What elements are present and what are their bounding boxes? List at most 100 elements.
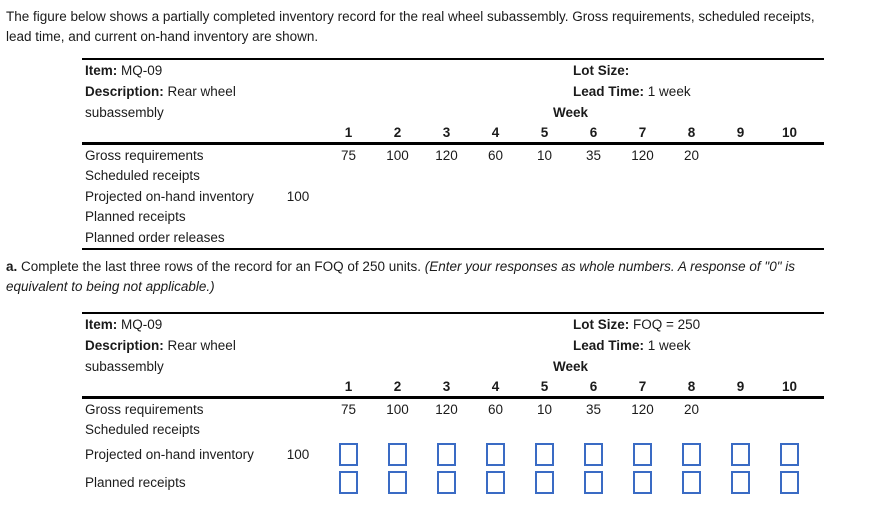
planned-receipts-input-w6[interactable] bbox=[584, 470, 603, 494]
planned-receipts-input-w10[interactable] bbox=[780, 470, 799, 494]
planned-receipts-input-w1[interactable] bbox=[339, 470, 358, 494]
week-col-9: 9 bbox=[736, 379, 745, 394]
record2-header: Item: MQ-09 Lot Size: FOQ = 250 Descript… bbox=[82, 312, 824, 399]
question-a-body: Complete the last three rows of the reco… bbox=[21, 259, 421, 274]
intro-line-1: The figure below shows a partially compl… bbox=[6, 9, 815, 24]
planned-receipts-input-w9[interactable] bbox=[731, 470, 750, 494]
week-col-5: 5 bbox=[540, 379, 549, 394]
week-col-2: 2 bbox=[393, 379, 402, 394]
record2-week-header: Week bbox=[553, 359, 589, 374]
week-col-3: 3 bbox=[442, 125, 451, 140]
gross-requirements-row: Gross requirements 75 100 120 60 10 35 1… bbox=[82, 145, 824, 166]
row-label: Projected on-hand inventory bbox=[85, 446, 254, 462]
gross-requirements-row: Gross requirements 75 100 120 60 10 35 1… bbox=[82, 399, 824, 420]
gross-req-w3: 120 bbox=[435, 147, 458, 163]
projected-inventory-input-w6[interactable] bbox=[584, 442, 603, 466]
week-col-10: 10 bbox=[781, 379, 798, 394]
projected-inventory-input-w5[interactable] bbox=[535, 442, 554, 466]
scheduled-receipts-row: Scheduled receipts bbox=[82, 166, 824, 187]
record2-description: Description: Rear wheel bbox=[85, 338, 236, 353]
gross-req-w7: 120 bbox=[631, 147, 654, 163]
gross-req-w1: 75 bbox=[340, 147, 357, 163]
row-label: Planned receipts bbox=[85, 209, 186, 225]
question-a-note-line1: (Enter your responses as whole numbers. … bbox=[424, 259, 796, 274]
record2-lot-size: Lot Size: FOQ = 250 bbox=[573, 317, 701, 332]
week-col-4: 4 bbox=[491, 379, 500, 394]
week-col-7: 7 bbox=[638, 125, 647, 140]
inventory-record-initial: Item: MQ-09 Lot Size: Description: Rear … bbox=[82, 58, 824, 250]
projected-inventory-input-w2[interactable] bbox=[388, 442, 407, 466]
gross-req-w4: 60 bbox=[487, 147, 504, 163]
intro-line-2: lead time, and current on-hand inventory… bbox=[6, 29, 319, 44]
question-a-text: a. Complete the last three rows of the r… bbox=[6, 257, 882, 297]
record1-week-header: Week bbox=[553, 105, 589, 120]
row-label: Projected on-hand inventory bbox=[85, 188, 254, 204]
row-label: Scheduled receipts bbox=[85, 168, 200, 184]
gross-req-w7: 120 bbox=[631, 401, 654, 417]
record2-body: Gross requirements 75 100 120 60 10 35 1… bbox=[82, 399, 824, 496]
planned-order-releases-row: Planned order releases bbox=[82, 227, 824, 248]
week-col-1: 1 bbox=[344, 379, 353, 394]
initial-on-hand-value: 100 bbox=[286, 446, 310, 462]
projected-inventory-input-w4[interactable] bbox=[486, 442, 505, 466]
row-label: Scheduled receipts bbox=[85, 422, 200, 438]
gross-req-w4: 60 bbox=[487, 401, 504, 417]
planned-receipts-input-w4[interactable] bbox=[486, 470, 505, 494]
projected-inventory-input-w3[interactable] bbox=[437, 442, 456, 466]
record2-week-numbers: 1 2 3 4 5 6 7 8 9 10 bbox=[82, 377, 824, 396]
gross-req-w8: 20 bbox=[683, 401, 700, 417]
projected-on-hand-row: Projected on-hand inventory 100 bbox=[82, 186, 824, 207]
inventory-record-answer: Item: MQ-09 Lot Size: FOQ = 250 Descript… bbox=[82, 312, 824, 496]
projected-inventory-input-w10[interactable] bbox=[780, 442, 799, 466]
planned-receipts-input-w3[interactable] bbox=[437, 470, 456, 494]
row-label: Gross requirements bbox=[85, 147, 204, 163]
gross-req-w1: 75 bbox=[340, 401, 357, 417]
record1-header: Item: MQ-09 Lot Size: Description: Rear … bbox=[82, 58, 824, 145]
planned-receipts-row: Planned receipts bbox=[82, 468, 824, 496]
planned-receipts-input-w5[interactable] bbox=[535, 470, 554, 494]
projected-inventory-input-w7[interactable] bbox=[633, 442, 652, 466]
week-col-7: 7 bbox=[638, 379, 647, 394]
scheduled-receipts-row: Scheduled receipts bbox=[82, 420, 824, 441]
gross-req-w2: 100 bbox=[386, 147, 409, 163]
record2-item: Item: MQ-09 bbox=[85, 317, 163, 332]
question-a-note-line2: equivalent to being not applicable.) bbox=[6, 279, 215, 294]
projected-inventory-input-w1[interactable] bbox=[339, 442, 358, 466]
gross-req-w8: 20 bbox=[683, 147, 700, 163]
intro-text: The figure below shows a partially compl… bbox=[6, 7, 882, 47]
week-col-1: 1 bbox=[344, 125, 353, 140]
planned-receipts-row: Planned receipts bbox=[82, 207, 824, 228]
gross-req-w6: 35 bbox=[585, 147, 602, 163]
week-col-2: 2 bbox=[393, 125, 402, 140]
week-col-6: 6 bbox=[589, 379, 598, 394]
record1-week-numbers: 1 2 3 4 5 6 7 8 9 10 bbox=[82, 123, 824, 142]
gross-req-w5: 10 bbox=[536, 401, 553, 417]
row-label: Gross requirements bbox=[85, 401, 204, 417]
record1-lot-size: Lot Size: bbox=[573, 63, 630, 78]
record1-body: Gross requirements 75 100 120 60 10 35 1… bbox=[82, 145, 824, 250]
row-label: Planned receipts bbox=[85, 474, 186, 490]
record2-lead-time: Lead Time: 1 week bbox=[573, 338, 691, 353]
week-col-8: 8 bbox=[687, 379, 696, 394]
week-col-4: 4 bbox=[491, 125, 500, 140]
projected-on-hand-row: Projected on-hand inventory 100 bbox=[82, 440, 824, 468]
gross-req-w6: 35 bbox=[585, 401, 602, 417]
week-col-10: 10 bbox=[781, 125, 798, 140]
gross-req-w3: 120 bbox=[435, 401, 458, 417]
record2-description-line2: subassembly bbox=[85, 359, 164, 374]
week-col-5: 5 bbox=[540, 125, 549, 140]
projected-inventory-input-w9[interactable] bbox=[731, 442, 750, 466]
week-col-3: 3 bbox=[442, 379, 451, 394]
projected-inventory-input-w8[interactable] bbox=[682, 442, 701, 466]
record1-description: Description: Rear wheel bbox=[85, 84, 236, 99]
gross-req-w2: 100 bbox=[386, 401, 409, 417]
planned-receipts-input-w7[interactable] bbox=[633, 470, 652, 494]
question-a-label: a. bbox=[6, 259, 18, 274]
record1-description-line2: subassembly bbox=[85, 105, 164, 120]
initial-on-hand-value: 100 bbox=[286, 188, 310, 204]
record1-lead-time: Lead Time: 1 week bbox=[573, 84, 691, 99]
planned-receipts-input-w8[interactable] bbox=[682, 470, 701, 494]
week-col-8: 8 bbox=[687, 125, 696, 140]
planned-receipts-input-w2[interactable] bbox=[388, 470, 407, 494]
gross-req-w5: 10 bbox=[536, 147, 553, 163]
